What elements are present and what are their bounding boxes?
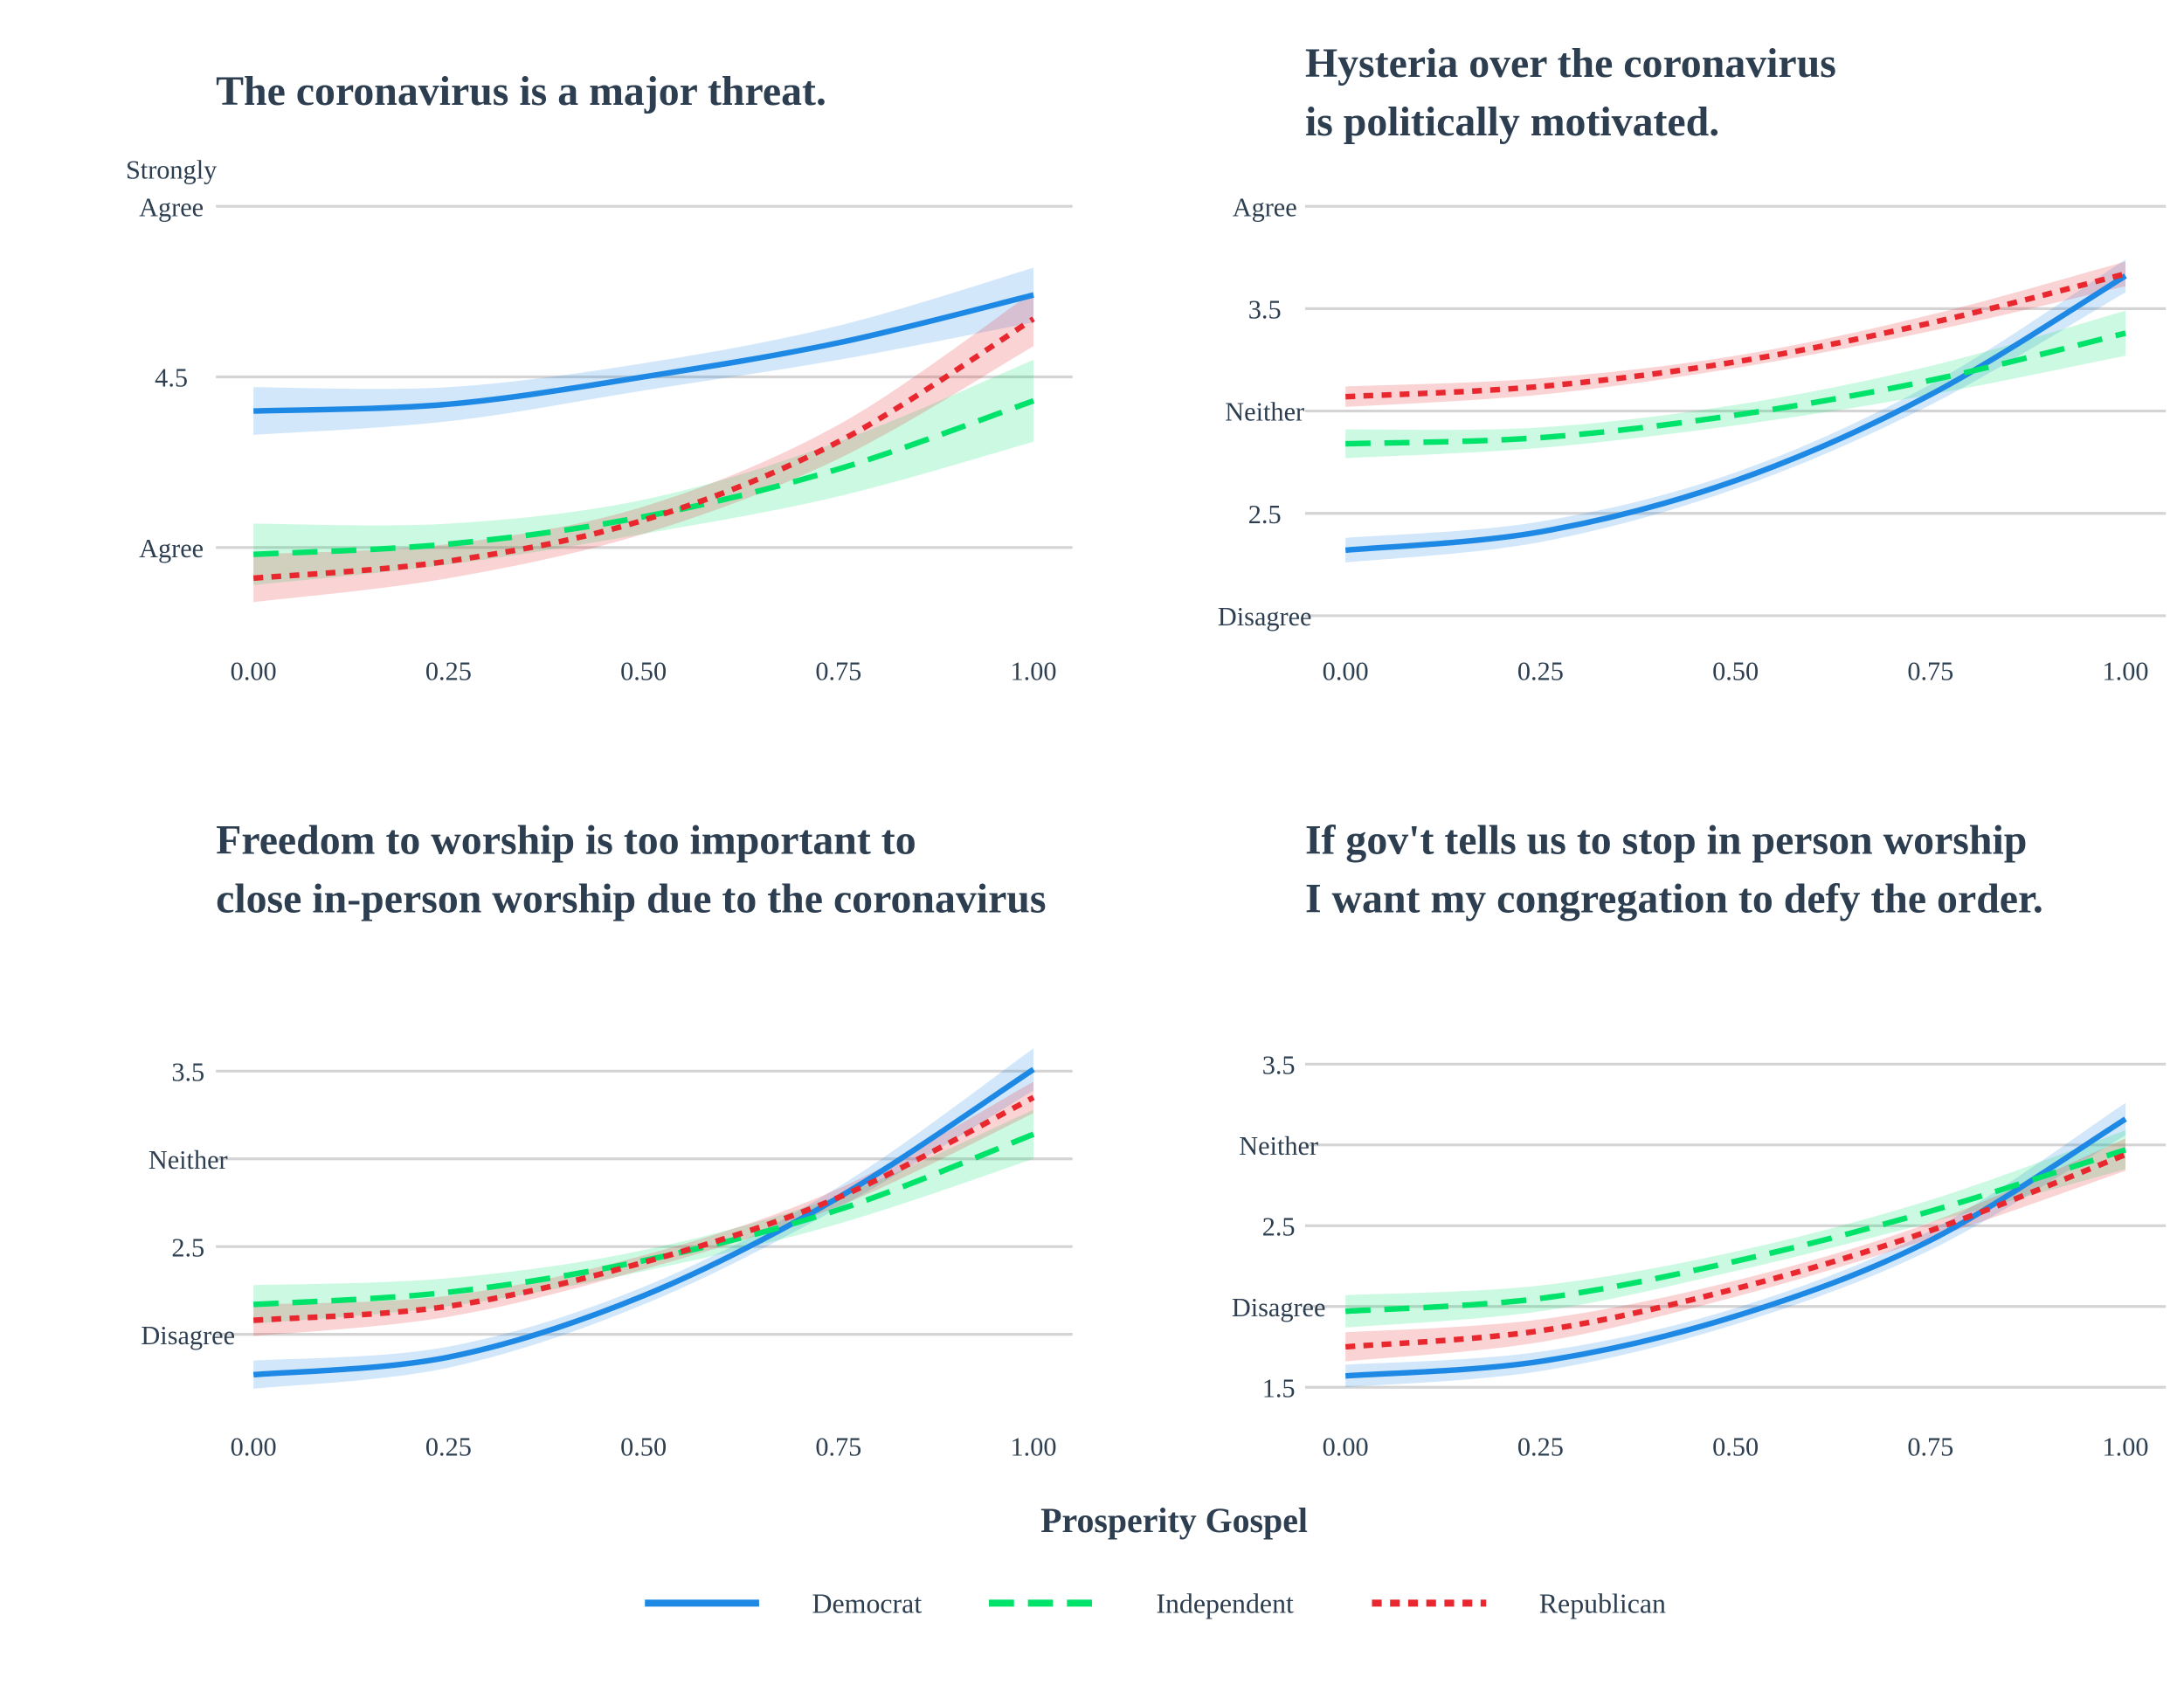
x-tick-label: 1.00 [1011, 656, 1057, 686]
ci-band-democrat [253, 267, 1034, 435]
line-independent [1345, 330, 2126, 447]
ci-band-independent [1345, 1130, 2126, 1328]
legend-label: Republican [1539, 1589, 1666, 1619]
panel-title: If gov't tells us to stop in person wors… [1305, 818, 2027, 864]
line-republican [252, 1094, 1035, 1323]
legend: Democrat Independent Republican [645, 1589, 1666, 1619]
panel-3: Freedom to worship is too important to cl… [141, 818, 1073, 1461]
panel-title: Hysteria over the coronavirus [1305, 40, 1836, 86]
line-republican [252, 316, 1035, 582]
y-tick-label: 2.5 [1248, 500, 1282, 529]
y-tick-label: Agree [139, 534, 204, 563]
y-tick-label: 3.5 [171, 1057, 204, 1087]
y-tick-label: Agree [1233, 192, 1297, 222]
line-independent [252, 1131, 1035, 1308]
panel-title: I want my congregation to defy the order… [1305, 876, 2043, 922]
legend-label: Democrat [812, 1589, 923, 1619]
ci-band-republican [1345, 261, 2126, 407]
x-tick-label: 0.25 [425, 1432, 472, 1461]
ci-band-republican [253, 1081, 1034, 1336]
y-tick-label: Strongly [126, 155, 218, 184]
x-tick-label: 0.75 [815, 1432, 861, 1461]
x-tick-label: 0.75 [1907, 656, 1953, 686]
line-republican [1345, 271, 2126, 400]
panel-1: The coronavirus is a major threat. Strong… [126, 68, 1073, 686]
x-tick-label: 0.25 [425, 656, 472, 686]
x-tick-label: 1.00 [2103, 1432, 2149, 1461]
line-independent [253, 397, 1035, 557]
x-tick-label: 0.50 [1712, 1432, 1759, 1461]
panel-2: Hysteria over the coronavirus is politica… [1218, 40, 2167, 686]
panel-title: Freedom to worship is too important to [216, 818, 916, 864]
x-tick-label: 1.00 [2103, 656, 2149, 686]
y-tick-label: Disagree [141, 1321, 235, 1350]
y-tick-label: 3.5 [1262, 1050, 1296, 1080]
x-tick-label: 0.00 [231, 1432, 277, 1461]
y-tick-label: 2.5 [171, 1232, 204, 1262]
line-democrat [1344, 1116, 2127, 1379]
line-republican [1344, 1151, 2127, 1350]
x-tick-label: 0.50 [620, 1432, 667, 1461]
line-democrat [252, 1066, 1035, 1378]
x-tick-label: 0.00 [1323, 656, 1369, 686]
x-tick-label: 0.75 [815, 656, 861, 686]
y-tick-label: 1.5 [1262, 1373, 1296, 1403]
y-tick-label: 2.5 [1262, 1211, 1296, 1241]
line-independent [1344, 1147, 2126, 1315]
y-tick-label: 4.5 [155, 363, 188, 393]
panel-title: The coronavirus is a major threat. [216, 68, 826, 114]
y-tick-label: Neither [1225, 397, 1304, 427]
line-democrat [253, 292, 1034, 414]
x-tick-label: 0.00 [231, 656, 277, 686]
panel-title: close in-person worship due to the coron… [216, 876, 1046, 922]
x-tick-label: 1.00 [1011, 1432, 1057, 1461]
y-tick-label: 3.5 [1248, 295, 1282, 325]
line-democrat [1344, 273, 2127, 554]
ci-band-independent [253, 359, 1034, 585]
x-axis-label: Prosperity Gospel [1040, 1501, 1308, 1540]
x-tick-label: 0.75 [1907, 1432, 1953, 1461]
x-tick-label: 0.25 [1517, 1432, 1564, 1461]
x-tick-label: 0.50 [1712, 656, 1759, 686]
panel-title: is politically motivated. [1305, 99, 1719, 145]
legend-label: Independent [1156, 1589, 1294, 1619]
x-tick-label: 0.50 [620, 656, 667, 686]
ci-band-democrat [253, 1048, 1034, 1389]
y-tick-label: Neither [1239, 1131, 1318, 1161]
y-tick-label: Neither [149, 1145, 228, 1175]
panel-4: If gov't tells us to stop in person wors… [1232, 818, 2167, 1461]
x-tick-label: 0.25 [1517, 656, 1564, 686]
y-tick-label: Agree [139, 192, 204, 222]
x-tick-label: 0.00 [1323, 1432, 1369, 1461]
y-tick-label: Disagree [1218, 602, 1312, 632]
y-tick-label: Disagree [1232, 1293, 1326, 1322]
ci-band-republican [1345, 1138, 2126, 1362]
